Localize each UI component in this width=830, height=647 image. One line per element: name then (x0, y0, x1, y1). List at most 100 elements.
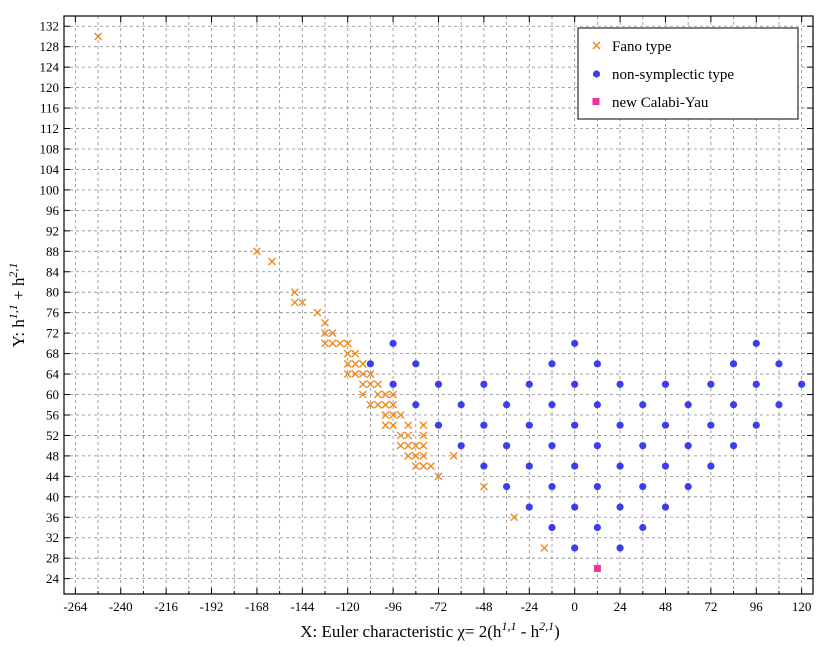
x-tick-label: -24 (521, 599, 539, 614)
non-symplectic-point (707, 380, 715, 388)
y-tick-label: 32 (46, 530, 59, 545)
fano-point (411, 462, 420, 471)
non-symplectic-point (661, 462, 670, 470)
x-tick-label: -216 (154, 599, 178, 614)
fano-point (449, 451, 458, 460)
fano-point (373, 390, 382, 399)
y-tick-label: 132 (40, 19, 60, 34)
fano-point (351, 349, 360, 358)
non-symplectic-point (639, 482, 647, 491)
x-tick-label: -96 (384, 599, 402, 614)
x-tick-label: -120 (336, 599, 360, 614)
non-symplectic-point (480, 462, 488, 470)
fano-point (336, 339, 345, 348)
fano-point (373, 380, 382, 389)
y-tick-label: 128 (40, 39, 60, 54)
fano-point (411, 441, 420, 450)
fano-point (366, 380, 375, 389)
fano-point (328, 339, 337, 348)
non-symplectic-point (661, 421, 670, 429)
non-symplectic-point (684, 401, 692, 409)
y-tick-label: 84 (46, 264, 60, 279)
fano-point (419, 421, 428, 430)
non-symplectic-point (366, 360, 375, 368)
y-tick-label: 104 (40, 162, 60, 177)
non-symplectic-point (571, 421, 579, 429)
y-tick-label: 72 (46, 326, 59, 341)
x-tick-label: 96 (750, 599, 764, 614)
fano-point (396, 441, 405, 450)
fano-point (328, 329, 337, 338)
fano-point (404, 441, 413, 450)
y-tick-label: 56 (46, 407, 60, 422)
fano-point (396, 410, 405, 419)
y-tick-label: 100 (40, 182, 60, 197)
fano-point (396, 431, 405, 440)
non-symplectic-point (639, 442, 647, 450)
fano-point (298, 298, 307, 307)
non-symplectic-point (616, 544, 624, 552)
non-symplectic-point (548, 360, 556, 368)
fano-point (358, 390, 367, 399)
non-symplectic-point (525, 462, 533, 470)
non-symplectic-point (480, 421, 488, 429)
fano-point (404, 431, 413, 440)
x-tick-label: 48 (659, 599, 672, 614)
legend-nonsym-label: non-symplectic type (612, 67, 734, 83)
y-tick-label: 36 (46, 510, 60, 525)
fano-point (419, 462, 428, 471)
fano-point (404, 451, 413, 460)
fano-point (321, 318, 330, 327)
y-tick-label: 40 (46, 489, 59, 504)
fano-point (381, 421, 390, 430)
non-symplectic-point (684, 482, 692, 491)
y-tick-label: 76 (46, 305, 60, 320)
y-tick-label: 28 (46, 551, 59, 566)
non-symplectic-point (525, 503, 533, 511)
y-tick-label: 124 (40, 60, 60, 75)
fano-point (373, 400, 382, 409)
legend-cy-marker (592, 98, 600, 105)
non-symplectic-point (639, 401, 647, 409)
points-layer (94, 32, 806, 572)
non-symplectic-point (775, 360, 783, 368)
fano-point (343, 349, 352, 358)
fano-point (94, 32, 103, 41)
non-symplectic-point (457, 442, 465, 450)
fano-point (358, 380, 367, 389)
non-symplectic-point (525, 380, 533, 388)
non-symplectic-point (457, 401, 465, 409)
fano-point (343, 370, 352, 379)
non-symplectic-point (684, 442, 692, 450)
fano-point (290, 288, 299, 297)
y-tick-label: 88 (46, 244, 59, 259)
fano-point (358, 359, 367, 368)
fano-point (343, 339, 352, 348)
non-symplectic-point (389, 380, 397, 388)
non-symplectic-point (502, 401, 511, 409)
non-symplectic-point (593, 523, 601, 532)
x-tick-label: -144 (290, 599, 314, 614)
fano-point (381, 400, 390, 409)
non-symplectic-point (502, 442, 511, 450)
fano-point (540, 543, 549, 552)
legend-fano-marker (592, 41, 601, 50)
y-tick-label: 108 (40, 141, 60, 156)
non-symplectic-point (593, 401, 601, 409)
non-symplectic-point (571, 462, 579, 470)
y-tick-label: 116 (40, 101, 60, 116)
non-symplectic-point (548, 442, 556, 450)
non-symplectic-point (707, 421, 715, 429)
legend-box (577, 27, 799, 120)
y-tick-label: 92 (46, 223, 59, 238)
non-symplectic-point (502, 482, 511, 491)
non-symplectic-point (752, 421, 760, 429)
non-symplectic-point (729, 401, 738, 409)
non-symplectic-point (616, 380, 624, 388)
non-symplectic-point (412, 360, 420, 368)
fano-point (366, 370, 375, 379)
non-symplectic-point (752, 380, 760, 388)
fano-point (419, 451, 428, 460)
x-tick-label: -240 (109, 599, 133, 614)
fano-point (366, 400, 375, 409)
